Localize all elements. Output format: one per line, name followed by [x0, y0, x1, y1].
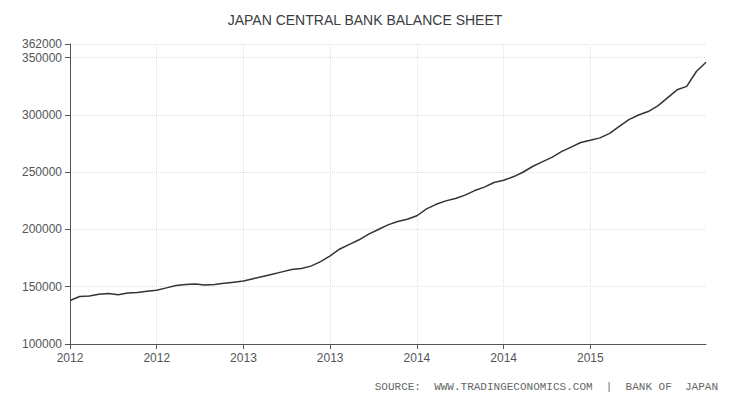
svg-text:300000: 300000: [22, 108, 62, 122]
svg-text:200000: 200000: [22, 222, 62, 236]
svg-text:2013: 2013: [230, 351, 257, 365]
svg-text:100000: 100000: [22, 337, 62, 351]
svg-text:2012: 2012: [57, 351, 84, 365]
svg-text:150000: 150000: [22, 280, 62, 294]
svg-text:350000: 350000: [22, 51, 62, 65]
svg-text:250000: 250000: [22, 165, 62, 179]
svg-text:362000: 362000: [22, 37, 62, 51]
svg-text:2014: 2014: [404, 351, 431, 365]
svg-text:2014: 2014: [490, 351, 517, 365]
svg-text:JAPAN CENTRAL BANK BALANCE SHE: JAPAN CENTRAL BANK BALANCE SHEET: [228, 12, 503, 28]
svg-text:2013: 2013: [317, 351, 344, 365]
svg-text:2012: 2012: [143, 351, 170, 365]
svg-text:2015: 2015: [577, 351, 604, 365]
svg-text:SOURCE: WWW.TRADINGECONOMICS.: SOURCE: WWW.TRADINGECONOMICS.COM | BANK …: [375, 381, 718, 393]
